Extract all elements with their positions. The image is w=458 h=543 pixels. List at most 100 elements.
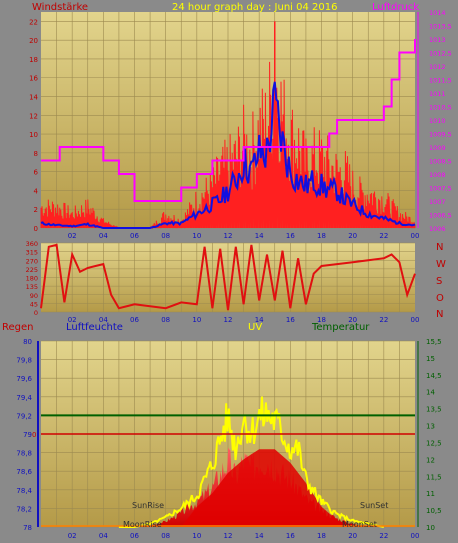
y-tick-label-direction: 45: [30, 300, 38, 308]
y-tick-label-humidity: 79,4: [16, 394, 32, 402]
pressure-series: [41, 39, 416, 202]
y-tick-label-wind: 16: [29, 75, 38, 83]
y-tick-label-direction: 180: [26, 275, 38, 283]
y-tick-label-pressure: 1013: [429, 36, 446, 44]
y-tick-label-direction: 90: [30, 292, 38, 300]
y-tick-label-pressure: 1008: [429, 171, 446, 179]
wind-average-series: [40, 81, 416, 229]
y-tick-label-pressure: 1006: [429, 225, 446, 233]
x-tick-label: 22: [379, 316, 388, 324]
x-tick-label: 10: [192, 532, 201, 540]
x-tick-label: 00: [411, 232, 420, 240]
y-tick-label-direction: 360: [26, 240, 38, 248]
x-tick-label: 02: [68, 532, 77, 540]
y-tick-label-direction: 270: [26, 257, 38, 265]
legend-luftfeuchte: Luftfeuchte: [66, 322, 123, 333]
y-tick-label-wind: 22: [29, 18, 38, 26]
direction-label-s: S: [436, 276, 442, 287]
y-tick-label-pressure: 1014: [429, 9, 446, 17]
y-tick-label-temperature: 11: [426, 490, 435, 498]
x-tick-label: 02: [68, 316, 77, 324]
moonset-annotation: MoonSet: [342, 520, 377, 529]
x-tick-label: 08: [161, 532, 170, 540]
solar-envelope: [181, 449, 353, 527]
x-tick-label: 10: [192, 316, 201, 324]
y-tick-label-humidity: 78,2: [16, 505, 32, 513]
x-tick-label: 18: [317, 532, 326, 540]
sunset-annotation: SunSet: [360, 501, 388, 510]
x-tick-label: 12: [224, 316, 233, 324]
y-tick-label-wind: 0: [34, 225, 38, 233]
y-tick-label-temperature: 10,5: [426, 507, 442, 515]
y-tick-label-pressure: 1007,5: [429, 185, 452, 193]
y-tick-label-direction: 0: [34, 309, 38, 317]
x-tick-label: 16: [286, 232, 295, 240]
y-tick-label-wind: 6: [34, 169, 39, 177]
x-tick-label: 06: [130, 232, 139, 240]
x-tick-label: 12: [224, 232, 233, 240]
x-tick-label: 22: [379, 532, 388, 540]
y-tick-label-temperature: 12,5: [426, 439, 442, 447]
y-tick-label-temperature: 15: [426, 355, 435, 363]
y-tick-label-humidity: 79: [23, 431, 32, 439]
y-tick-label-temperature: 14,5: [426, 372, 442, 380]
pressure-label: Luftdruck: [372, 2, 419, 13]
y-tick-label-humidity: 78,8: [16, 450, 32, 458]
wind-direction-series: [40, 243, 416, 311]
x-tick-label: 12: [224, 532, 233, 540]
y-tick-label-humidity: 79,8: [16, 357, 32, 365]
x-tick-label: 04: [99, 232, 108, 240]
direction-label-n-bottom: N: [436, 309, 443, 320]
y-tick-label-direction: 225: [26, 266, 38, 274]
y-tick-label-pressure: 1011,5: [429, 77, 452, 85]
legend-temperatur: Temperatur: [311, 322, 370, 333]
y-tick-label-temperature: 13,5: [426, 406, 442, 414]
x-tick-label: 16: [286, 316, 295, 324]
y-tick-label-wind: 4: [34, 187, 39, 195]
y-tick-label-temperature: 14: [426, 389, 435, 397]
x-tick-label: 16: [286, 532, 295, 540]
x-tick-label: 14: [255, 232, 264, 240]
direction-label-o: O: [436, 293, 444, 304]
x-tick-label: 18: [317, 316, 326, 324]
x-tick-label: 20: [348, 232, 357, 240]
y-tick-label-pressure: 1009,5: [429, 131, 452, 139]
x-tick-label: 02: [68, 232, 77, 240]
direction-label-n-top: N: [436, 242, 443, 253]
x-tick-label: 08: [161, 316, 170, 324]
y-tick-label-pressure: 1012,5: [429, 50, 452, 58]
y-tick-label-temperature: 10: [426, 524, 435, 532]
uv-series: [118, 396, 384, 528]
x-tick-label: 08: [161, 232, 170, 240]
x-tick-label: 18: [317, 232, 326, 240]
y-tick-label-wind: 2: [34, 206, 38, 214]
x-tick-label: 10: [192, 232, 201, 240]
y-tick-label-humidity: 79,2: [16, 412, 32, 420]
x-tick-label: 06: [130, 532, 139, 540]
y-tick-label-wind: 20: [29, 37, 38, 45]
graph-title: 24 hour graph day : Juni 04 2016: [172, 2, 338, 13]
y-tick-label-pressure: 1007: [429, 198, 446, 206]
direction-label-w: W: [436, 259, 446, 270]
x-tick-label: 20: [348, 316, 357, 324]
x-tick-label: 14: [255, 316, 264, 324]
y-tick-label-pressure: 1009: [429, 144, 446, 152]
y-tick-label-wind: 14: [29, 94, 38, 102]
x-tick-label: 20: [348, 532, 357, 540]
y-tick-label-pressure: 1013,5: [429, 23, 452, 31]
y-tick-label-pressure: 1012: [429, 63, 446, 71]
x-tick-label: 00: [411, 316, 420, 324]
legend-uv: UV: [248, 322, 262, 333]
rain-zero-label: 0: [32, 431, 36, 439]
wind-strength-label: Windstärke: [32, 2, 88, 13]
x-tick-label: 22: [379, 232, 388, 240]
y-tick-label-temperature: 11,5: [426, 473, 442, 481]
y-tick-label-temperature: 12: [426, 456, 435, 464]
y-tick-label-humidity: 78: [23, 524, 32, 532]
x-tick-label: 04: [99, 532, 108, 540]
y-tick-label-humidity: 80: [23, 338, 32, 346]
moonrise-annotation: MoonRise: [123, 520, 162, 529]
x-tick-label: 00: [411, 532, 420, 540]
y-tick-label-temperature: 13: [426, 423, 435, 431]
